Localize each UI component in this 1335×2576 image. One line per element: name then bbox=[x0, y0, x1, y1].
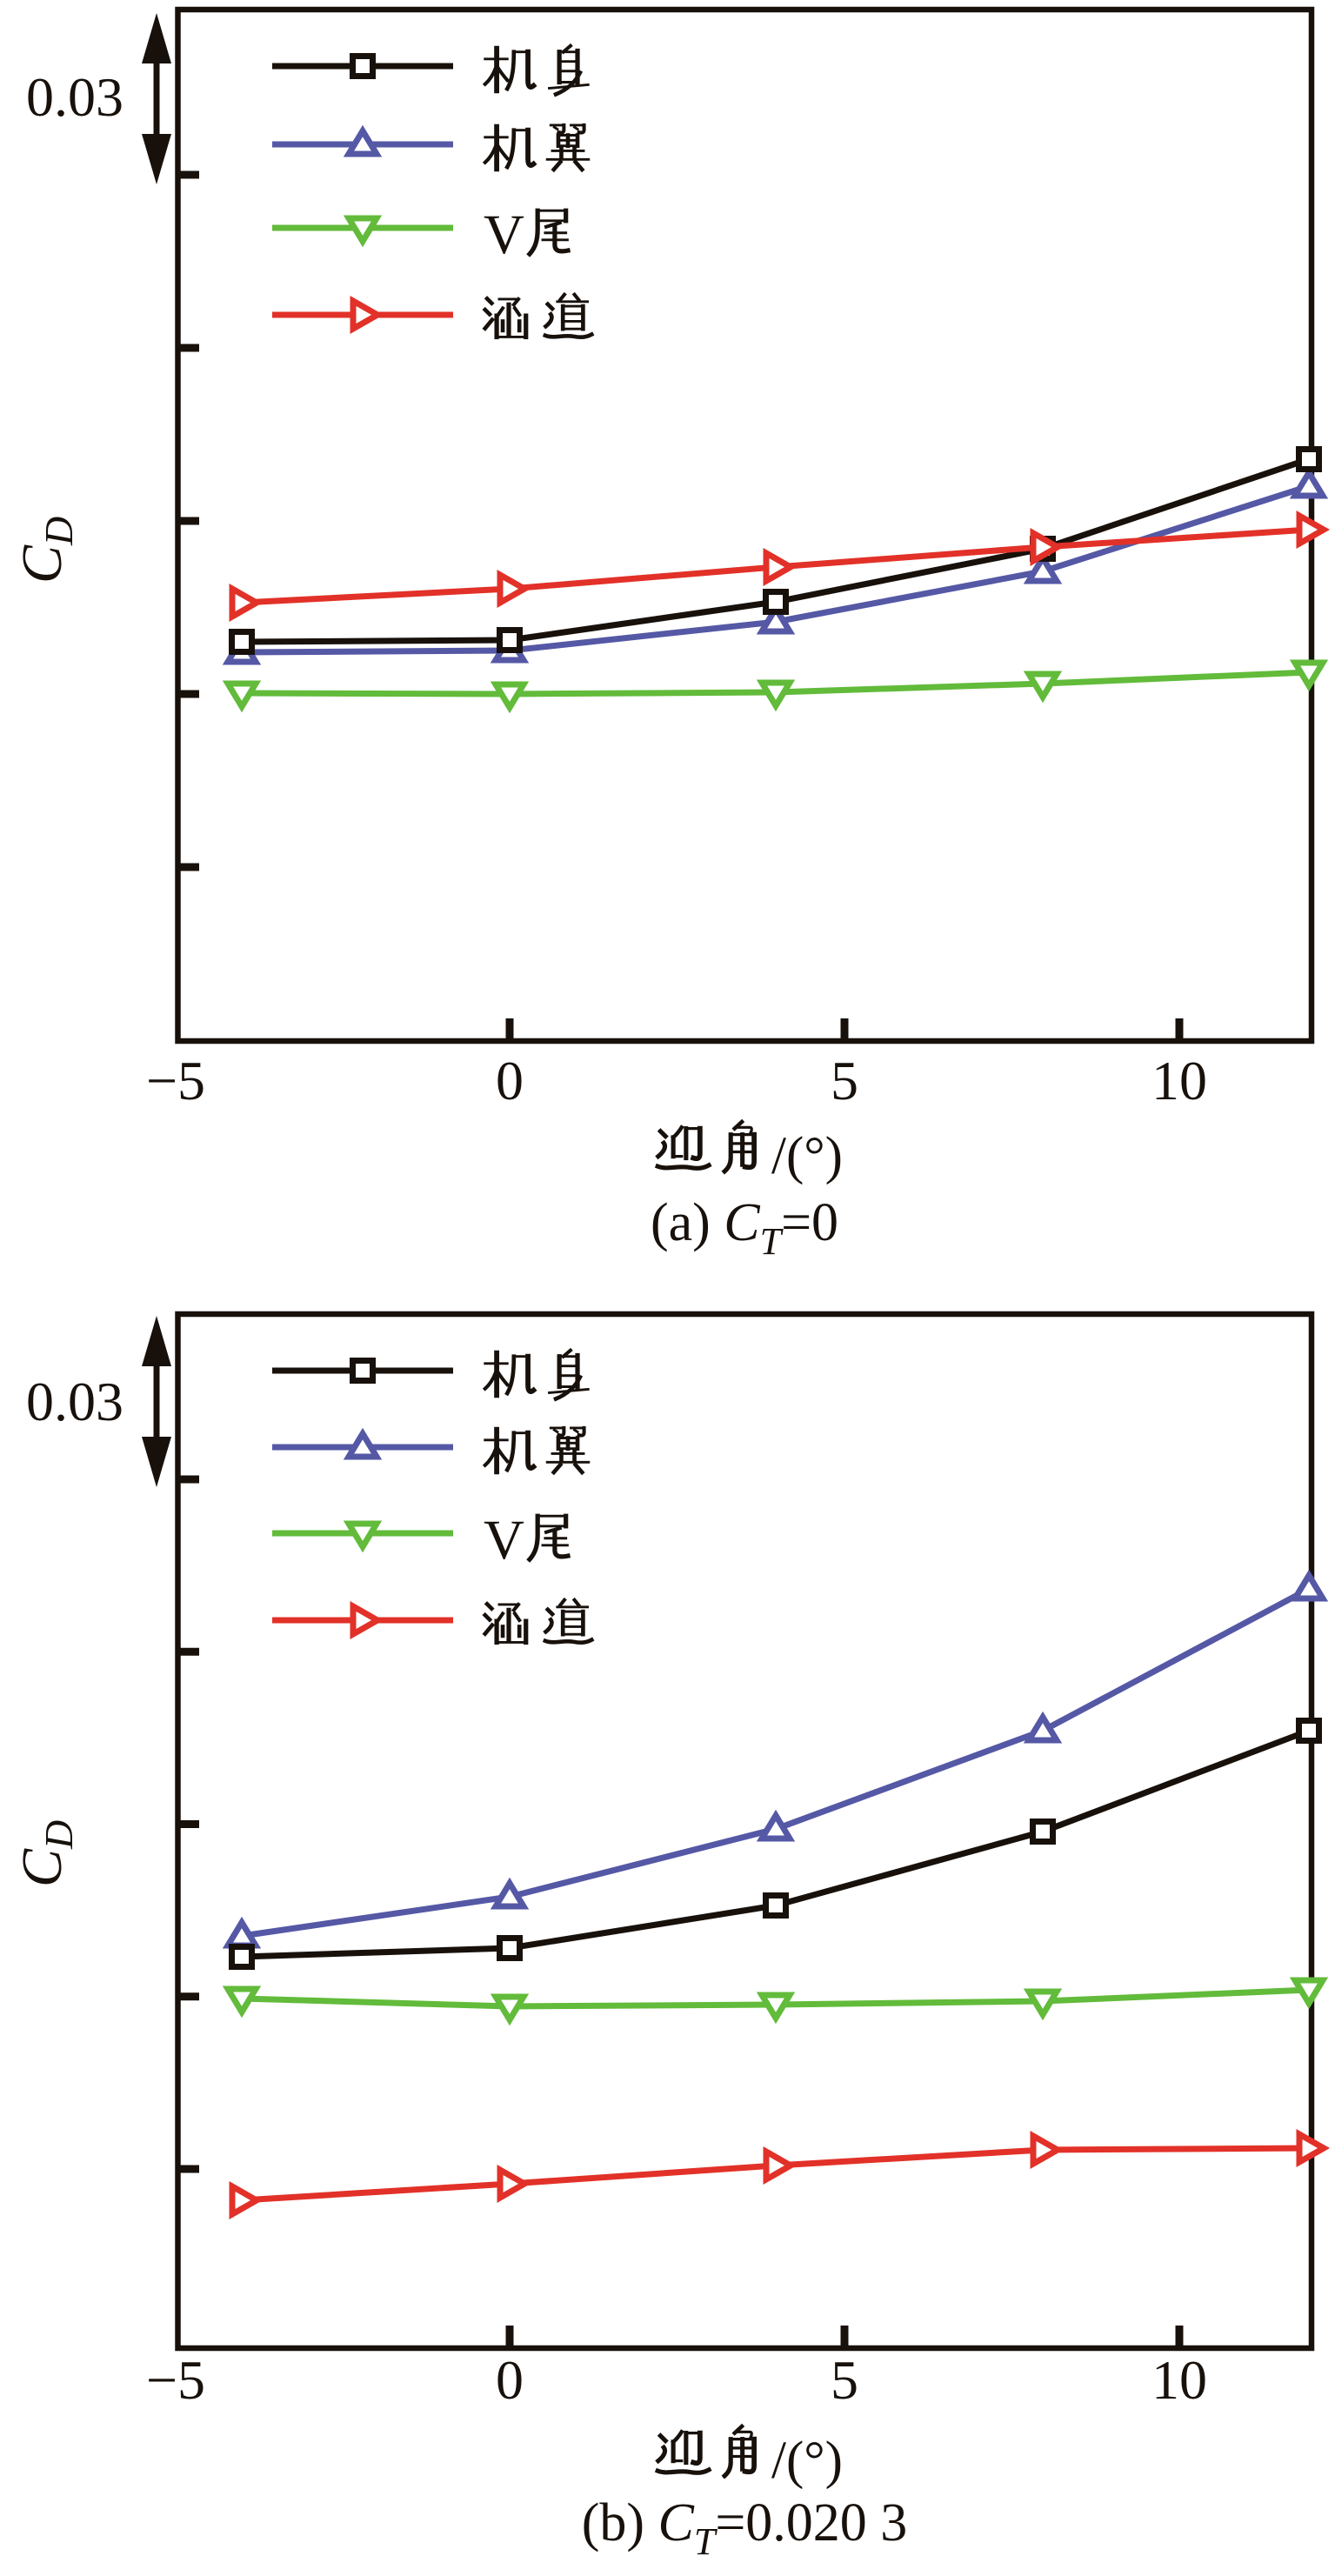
svg-text:/(°): /(°) bbox=[771, 2432, 843, 2490]
svg-text:/(°): /(°) bbox=[771, 1127, 843, 1185]
svg-text:(b) CT=0.020 3: (b) CT=0.020 3 bbox=[582, 2493, 908, 2563]
svg-text:0.03: 0.03 bbox=[26, 66, 123, 128]
svg-text:5: 5 bbox=[831, 1050, 858, 1111]
svg-text:10: 10 bbox=[1151, 2349, 1207, 2411]
svg-text:0: 0 bbox=[496, 1050, 524, 1111]
svg-text:CD: CD bbox=[10, 1820, 81, 1887]
svg-text:V: V bbox=[484, 1509, 524, 1572]
svg-text:−5: −5 bbox=[146, 1050, 205, 1111]
svg-text:CD: CD bbox=[10, 517, 81, 584]
svg-text:5: 5 bbox=[831, 2349, 858, 2411]
svg-text:V: V bbox=[484, 204, 524, 266]
svg-text:(a) CT=0: (a) CT=0 bbox=[651, 1193, 838, 1263]
svg-text:0: 0 bbox=[496, 2349, 524, 2411]
svg-text:−5: −5 bbox=[146, 2349, 205, 2411]
svg-text:0.03: 0.03 bbox=[26, 1371, 123, 1432]
svg-text:10: 10 bbox=[1151, 1050, 1207, 1111]
